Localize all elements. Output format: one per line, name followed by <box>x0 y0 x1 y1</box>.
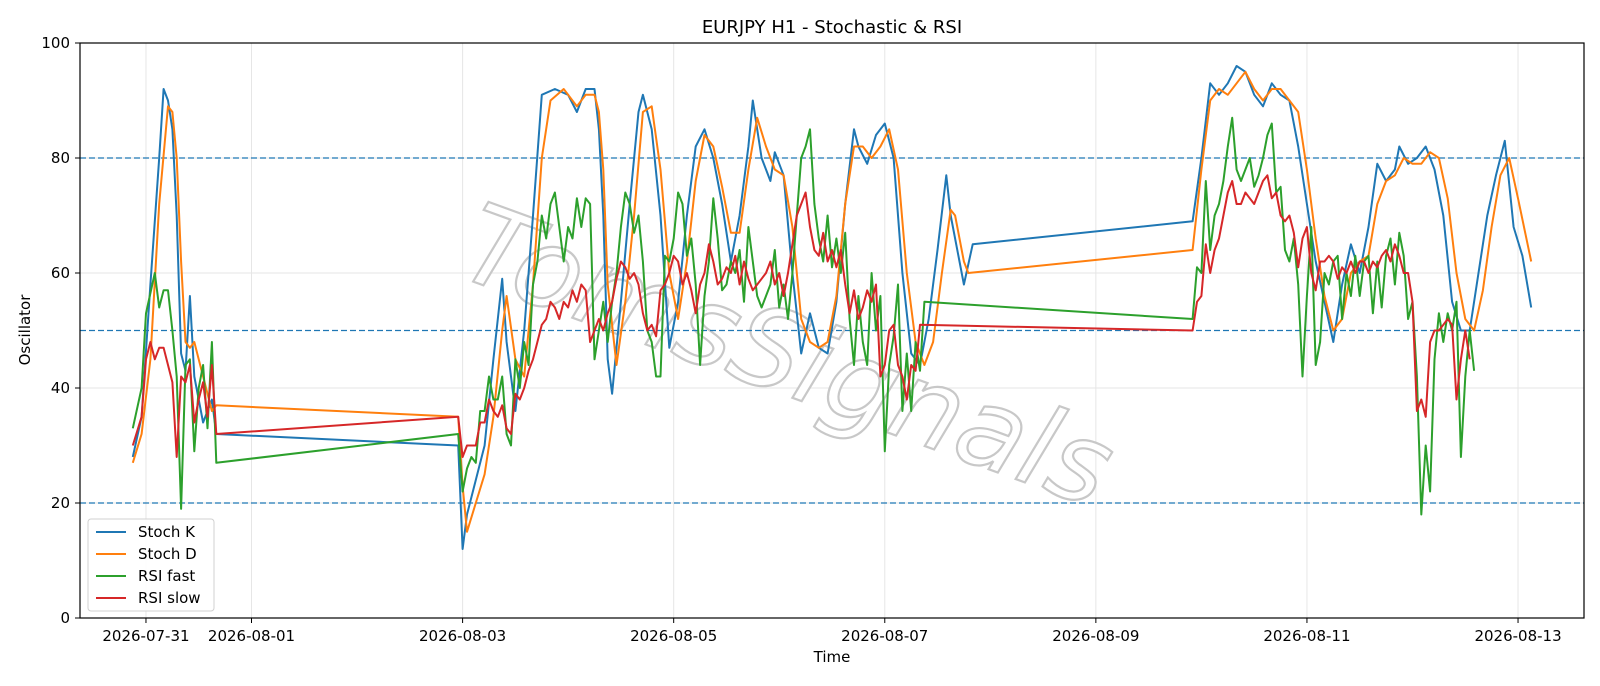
legend-box <box>87 518 215 612</box>
x-tick-label: 2026-08-13 <box>1474 627 1561 645</box>
x-tick-label: 2026-07-31 <box>102 627 189 645</box>
legend: Stoch K Stoch D RSI fast RSI slow <box>87 518 215 612</box>
y-tick-label: 100 <box>41 34 70 52</box>
x-tick-label: 2026-08-07 <box>841 627 928 645</box>
x-axis-label: Time <box>813 648 851 666</box>
series-line-rsi-fast <box>131 116 1476 516</box>
x-tick-label: 2026-08-01 <box>208 627 295 645</box>
x-tick-label: 2026-08-11 <box>1263 627 1350 645</box>
y-tick-label: 40 <box>51 379 70 397</box>
y-tick-label: 0 <box>60 609 70 627</box>
y-axis-label: Oscillator <box>16 294 34 366</box>
x-tick-label: 2026-08-05 <box>630 627 717 645</box>
plot-frame <box>79 42 1585 619</box>
chart-title: EURJPY H1 - Stochastic & RSI <box>702 17 962 38</box>
y-tick-label: 20 <box>51 494 70 512</box>
y-tick-label: 60 <box>51 264 70 282</box>
legend-label-stoch-d: Stoch D <box>138 545 197 563</box>
legend-label-rsi-slow: RSI slow <box>138 589 201 607</box>
x-axis-ticks: 2026-07-31 2026-08-01 2026-08-03 2026-08-05… <box>102 618 1562 645</box>
series-line-stoch-k <box>131 65 1533 550</box>
legend-label-stoch-k: Stoch K <box>138 523 196 541</box>
series-line-rsi-slow <box>131 174 1471 458</box>
y-axis-ticks: 0 20 40 60 80 100 <box>41 34 80 627</box>
series-layer <box>131 65 1533 550</box>
legend-label-rsi-fast: RSI fast <box>138 567 195 585</box>
y-tick-label: 80 <box>51 149 70 167</box>
x-tick-label: 2026-08-09 <box>1052 627 1139 645</box>
x-tick-label: 2026-08-03 <box>419 627 506 645</box>
